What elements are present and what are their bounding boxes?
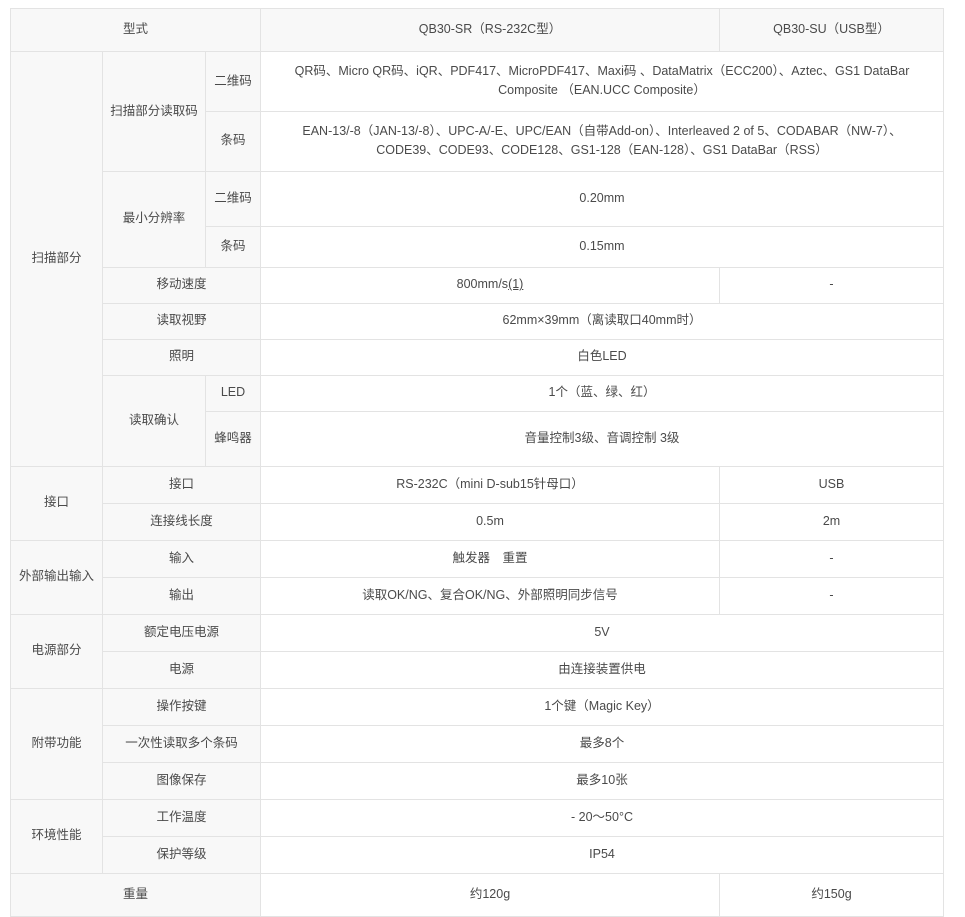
header-model-qb30-su: QB30-SU（USB型） bbox=[719, 8, 944, 52]
item-label-interface: 接口 bbox=[102, 465, 261, 504]
value-weight-su: 约150g bbox=[719, 872, 944, 917]
value-field-of-view: 62mm×39mm（离读取口40mm时） bbox=[260, 302, 944, 340]
item-label-multi-read: 一次性读取多个条码 bbox=[102, 724, 261, 763]
item-label-led: LED bbox=[205, 374, 261, 412]
table-row: 扫描部分 扫描部分读取码 二维码 QR码、Micro QR码、iQR、PDF41… bbox=[10, 51, 944, 467]
item-label-buzzer: 蜂鸣器 bbox=[205, 410, 261, 467]
value-cable-length-su: 2m bbox=[719, 502, 944, 541]
table-row: 移动速度 800mm/s(1) - bbox=[11, 266, 944, 304]
value-output-sr: 读取OK/NG、复合OK/NG、外部照明同步信号 bbox=[260, 576, 720, 615]
value-buzzer: 音量控制3级、音调控制 3级 bbox=[260, 410, 944, 467]
table-row: 最小分辨率 二维码 0.20mm bbox=[11, 170, 944, 268]
value-rated-voltage: 5V bbox=[260, 613, 944, 652]
move-speed-text: 800mm/s bbox=[456, 277, 509, 292]
value-operation-key: 1个键（Magic Key） bbox=[260, 687, 944, 726]
value-barcode-list: EAN-13/-8（JAN-13/-8）、UPC-A/-E、UPC/EAN（自带… bbox=[260, 110, 944, 172]
group-label-interface: 接口 bbox=[10, 465, 103, 541]
group-label-scan: 扫描部分 bbox=[10, 51, 103, 467]
item-label-output: 输出 bbox=[102, 576, 261, 615]
table-row: 连接线长度 0.5m 2m bbox=[11, 502, 944, 541]
table-row: 一次性读取多个条码 最多8个 bbox=[11, 724, 944, 763]
item-label-power-supply: 电源 bbox=[102, 650, 261, 689]
value-temperature: - 20～50°C bbox=[260, 798, 944, 837]
table-row: 附带功能 操作按键 1个键（Magic Key） bbox=[10, 687, 944, 800]
item-label-cable-length: 连接线长度 bbox=[102, 502, 261, 541]
value-interface-sr: RS-232C（mini D-sub15针母口） bbox=[260, 465, 720, 504]
item-label-rated-voltage: 额定电压电源 bbox=[102, 613, 261, 652]
table-row: 读取视野 62mm×39mm（离读取口40mm时） bbox=[11, 302, 944, 340]
table-header-row: 型式 QB30-SR（RS-232C型） QB30-SU（USB型） bbox=[10, 8, 944, 52]
value-move-speed-sr: 800mm/s(1) bbox=[260, 266, 720, 304]
table-row: 条码 EAN-13/-8（JAN-13/-8）、UPC-A/-E、UPC/EAN… bbox=[11, 110, 944, 172]
item-label-temperature: 工作温度 bbox=[102, 798, 261, 837]
group-label-power: 电源部分 bbox=[10, 613, 103, 689]
product-specification-table: 型式 QB30-SR（RS-232C型） QB30-SU（USB型） 扫描部分 … bbox=[10, 8, 944, 917]
table-row: 电源 由连接装置供电 bbox=[11, 650, 944, 689]
header-type-label: 型式 bbox=[10, 8, 261, 52]
table-row: 电源部分 额定电压电源 5V bbox=[10, 613, 944, 689]
value-cable-length-sr: 0.5m bbox=[260, 502, 720, 541]
group-label-weight: 重量 bbox=[10, 872, 261, 917]
table-row: 图像保存 最多10张 bbox=[11, 761, 944, 800]
value-move-speed-su: - bbox=[719, 266, 944, 304]
value-input-su: - bbox=[719, 539, 944, 578]
value-min-res-2d: 0.20mm bbox=[260, 170, 944, 227]
value-multi-read: 最多8个 bbox=[260, 724, 944, 763]
table-row: 输出 读取OK/NG、复合OK/NG、外部照明同步信号 - bbox=[11, 576, 944, 615]
table-row: 外部输出输入 输入 触发器 重置 - bbox=[10, 539, 944, 615]
value-code-2d-list: QR码、Micro QR码、iQR、PDF417、MicroPDF417、Max… bbox=[260, 51, 944, 112]
item-label-barcode: 条码 bbox=[205, 110, 261, 172]
table-row: 照明 白色LED bbox=[11, 338, 944, 376]
item-label-move-speed: 移动速度 bbox=[102, 266, 261, 304]
value-image-save: 最多10张 bbox=[260, 761, 944, 800]
group-label-features: 附带功能 bbox=[10, 687, 103, 800]
item-label-illumination: 照明 bbox=[102, 338, 261, 376]
item-label-input: 输入 bbox=[102, 539, 261, 578]
item-label-code-2d: 二维码 bbox=[205, 51, 261, 112]
footnote-link-1[interactable]: (1) bbox=[508, 277, 524, 292]
value-weight-sr: 约120g bbox=[260, 872, 720, 917]
table-row: 环境性能 工作温度 - 20～50°C bbox=[10, 798, 944, 874]
sub-label-read-code: 扫描部分读取码 bbox=[102, 51, 206, 172]
item-label-operation-key: 操作按键 bbox=[102, 687, 261, 726]
value-illumination: 白色LED bbox=[260, 338, 944, 376]
table-row: 条码 0.15mm bbox=[11, 225, 944, 268]
value-power-supply: 由连接装置供电 bbox=[260, 650, 944, 689]
sub-label-min-resolution: 最小分辨率 bbox=[102, 170, 206, 268]
value-interface-su: USB bbox=[719, 465, 944, 504]
table-row: 接口 接口 RS-232C（mini D-sub15针母口） USB bbox=[10, 465, 944, 541]
table-row: 读取确认 LED 1个（蓝、绿、红） bbox=[11, 374, 944, 467]
item-label-image-save: 图像保存 bbox=[102, 761, 261, 800]
table-row: 重量 约120g 约150g bbox=[10, 872, 944, 917]
group-label-external-io: 外部输出输入 bbox=[10, 539, 103, 615]
item-label-field-of-view: 读取视野 bbox=[102, 302, 261, 340]
value-output-su: - bbox=[719, 576, 944, 615]
value-input-sr: 触发器 重置 bbox=[260, 539, 720, 578]
value-led: 1个（蓝、绿、红） bbox=[260, 374, 944, 412]
item-label-min-res-2d: 二维码 bbox=[205, 170, 261, 227]
value-min-res-barcode: 0.15mm bbox=[260, 225, 944, 268]
header-model-qb30-sr: QB30-SR（RS-232C型） bbox=[260, 8, 720, 52]
group-label-environment: 环境性能 bbox=[10, 798, 103, 874]
item-label-min-res-barcode: 条码 bbox=[205, 225, 261, 268]
sub-label-read-confirm: 读取确认 bbox=[102, 374, 206, 467]
